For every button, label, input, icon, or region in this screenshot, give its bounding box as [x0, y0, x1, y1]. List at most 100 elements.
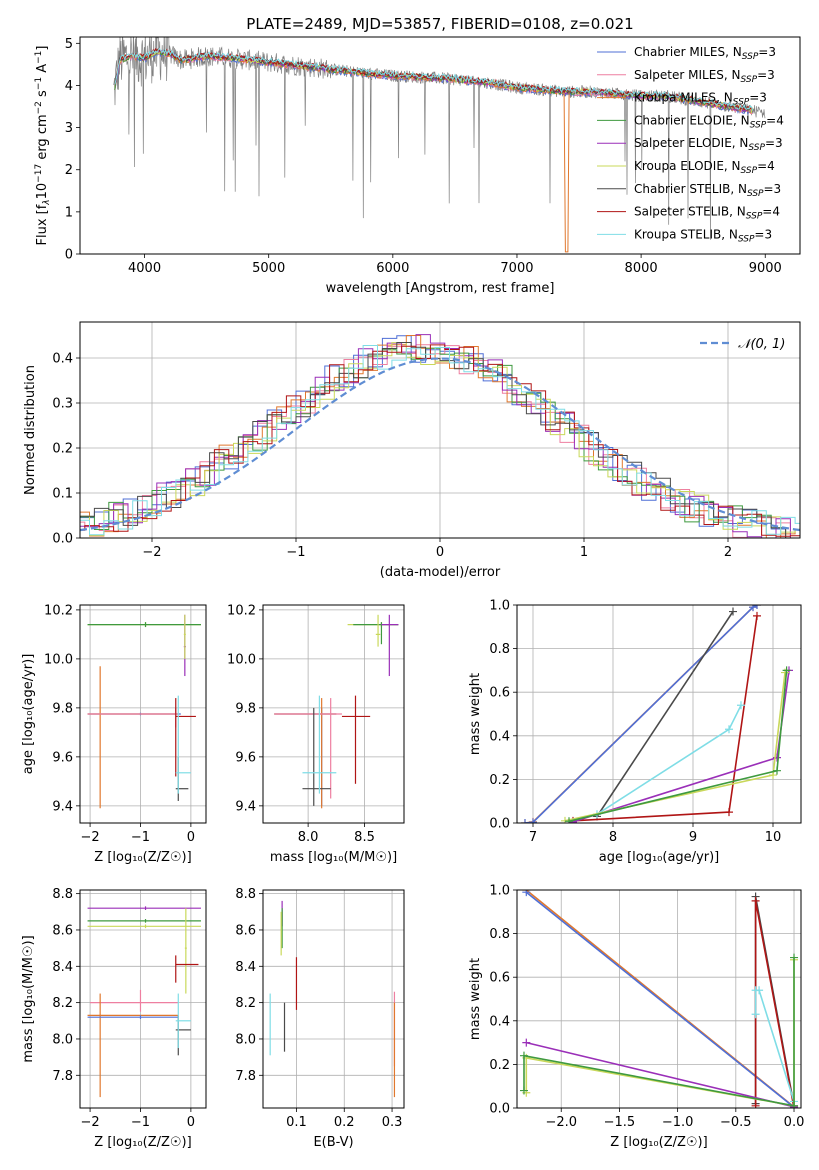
age_Z-ytick-label: 9.6 — [52, 750, 73, 765]
mass_ebv-xtick-label: 0.2 — [334, 1115, 355, 1130]
legend-nssp-sub: SSP — [750, 120, 767, 130]
spectrum-ytick-label: 0 — [65, 248, 73, 263]
legend-name: Kroupa MILES — [634, 91, 716, 105]
weight_Z-frame — [516, 889, 802, 1109]
age_mass-axes: 8.0 8.5 9.4 9.6 9.8 10.0 10.2 mass [log₁₀(M/M☉)… — [227, 603, 405, 865]
spectrum-ytick-label: 4 — [65, 79, 73, 94]
legend-label: Chabrier STELIB, NSSP=3 — [634, 182, 781, 199]
mass-weight-marker — [782, 666, 791, 675]
mass-weight-line — [564, 672, 786, 822]
mass_ebv-ytick-label: 7.8 — [235, 1069, 256, 1084]
mass_Z-ytick-label: 8.0 — [52, 1032, 73, 1047]
mass-weight-marker — [790, 953, 799, 962]
residual-histogram — [80, 334, 800, 538]
residual-histogram — [80, 345, 800, 536]
legend-name: Kroupa ELODIE — [634, 159, 724, 173]
mass_Z-ytick-label: 8.8 — [52, 887, 73, 902]
mass-weight-line — [568, 670, 788, 823]
hist-xtick-label: 2 — [724, 545, 732, 560]
weight_Z-ytick-label: 1.0 — [489, 884, 510, 899]
weight_Z-ytick-label: 0.6 — [489, 971, 510, 986]
mass_Z-frame — [79, 889, 207, 1109]
spectrum-xtick-label: 6000 — [376, 261, 409, 276]
legend-nssp-sub: SSP — [733, 98, 750, 108]
ylabel-part: −1 — [34, 51, 44, 64]
ylabel-part: −2 — [34, 101, 44, 114]
legend-label: Chabrier MILES, NSSP=3 — [634, 45, 776, 62]
ylabel-part: ] — [35, 46, 50, 51]
legend-nssp-sub: SSP — [747, 189, 764, 199]
mass_ebv-xtick-label: 0.3 — [382, 1115, 403, 1130]
mass-weight-marker — [522, 1038, 531, 1047]
mass_ebv-xlabel: E(B-V) — [313, 1135, 353, 1150]
legend-label: Salpeter MILES, NSSP=3 — [634, 68, 775, 85]
spectrum-xtick-label: 8000 — [625, 261, 658, 276]
age_mass-ytick-label: 10.0 — [227, 652, 256, 667]
weight_Z-ylabel: mass weight — [468, 958, 483, 1040]
ylabel-part: erg cm — [35, 114, 50, 163]
residual-histogram — [80, 342, 800, 536]
legend-name: Chabrier STELIB — [634, 182, 730, 196]
weight_Z-xlabel: Z [log₁₀(Z/Z☉)] — [610, 1135, 707, 1150]
ylabel-part: −1 — [34, 77, 44, 90]
legend-nssp-value: =3 — [757, 68, 775, 82]
legend-nssp-value: =3 — [754, 227, 772, 241]
age_Z-ytick-label: 9.8 — [52, 701, 73, 716]
age_Z-xtick-label: −1 — [131, 830, 150, 845]
mass-weight-marker — [565, 817, 573, 823]
mass-weight-marker — [725, 808, 733, 817]
spectrum-legend: Chabrier MILES, NSSP=3 Salpeter MILES, NS… — [597, 45, 784, 244]
weight_age-xtick-label: 8 — [609, 830, 617, 845]
mass_Z-ytick-label: 8.4 — [52, 960, 73, 975]
age_Z-xtick-label: 0 — [187, 830, 195, 845]
spectrum-frame — [79, 36, 801, 255]
mass_ebv-xtick-label: 0.1 — [286, 1115, 307, 1130]
mass_ebv-ytick-label: 8.2 — [235, 996, 256, 1011]
hist-ytick-label: 0.3 — [52, 397, 73, 412]
residual-histogram — [80, 335, 800, 538]
hist-plot — [80, 322, 800, 538]
residual-histogram — [80, 344, 800, 538]
weight_age-xtick-label: 7 — [529, 830, 537, 845]
age_mass-ytick-label: 9.8 — [235, 701, 256, 716]
spectrum-ytick-label: 1 — [65, 205, 73, 220]
spectrum-ylabel: Flux [fλ10−17 erg cm−2 s−1 A−1] — [34, 46, 52, 246]
mass_Z-ytick-label: 7.8 — [52, 1069, 73, 1084]
spectrum-ytick-label: 3 — [65, 121, 73, 136]
spectrum-xtick-label: 5000 — [252, 261, 285, 276]
mass-weight-marker — [753, 605, 761, 609]
hist-xtick-label: −2 — [142, 545, 161, 560]
age_Z-ylabel: age [log₁₀(age/yr)] — [21, 654, 36, 775]
hist-xlabel: (data-model)/error — [380, 565, 501, 580]
weight_age-ytick-label: 0.0 — [489, 817, 510, 832]
spectrum-xtick-label: 7000 — [500, 261, 533, 276]
hist-xtick-label: 1 — [580, 545, 588, 560]
age_Z-ytick-label: 9.4 — [52, 799, 73, 814]
legend-nssp-value: =3 — [765, 136, 783, 150]
ylabel-part: λ — [42, 199, 52, 205]
mass_ebv-plot — [263, 890, 404, 1108]
legend-name: Salpeter STELIB — [634, 205, 729, 219]
mass-weight-marker — [522, 890, 531, 897]
spectrum-plot — [113, 37, 766, 253]
mass-weight-marker — [790, 1101, 799, 1108]
mass-weight-marker — [751, 1010, 760, 1019]
age_mass-xtick-label: 8.0 — [298, 830, 319, 845]
weight_age-xtick-label: 9 — [689, 830, 697, 845]
weight_age-xtick-label: 10 — [765, 830, 782, 845]
legend-nssp-value: =3 — [764, 182, 782, 196]
spectrum-xlabel: wavelength [Angstrom, rest frame] — [326, 281, 555, 296]
weight_Z-ytick-label: 0.0 — [489, 1102, 510, 1117]
mass-weight-line — [524, 605, 758, 823]
legend-nssp-prefix: , N — [716, 91, 733, 105]
mass-weight-marker — [725, 725, 733, 734]
ylabel-part: s — [35, 90, 50, 101]
mass_ebv-ytick-label: 8.4 — [235, 960, 256, 975]
weight_Z-xtick-label: −2.0 — [545, 1115, 577, 1130]
spectrum-axes: 4000 5000 6000 7000 8000 9000 0 1 2 3 4 5 wavelength… — [65, 36, 801, 296]
mass-weight-marker — [773, 766, 781, 775]
hist-xtick-label: 0 — [436, 545, 444, 560]
mass-weight-line — [572, 615, 758, 822]
weight_Z-xtick-label: −1.5 — [604, 1115, 636, 1130]
legend-label: Kroupa MILES, NSSP=3 — [634, 91, 767, 108]
